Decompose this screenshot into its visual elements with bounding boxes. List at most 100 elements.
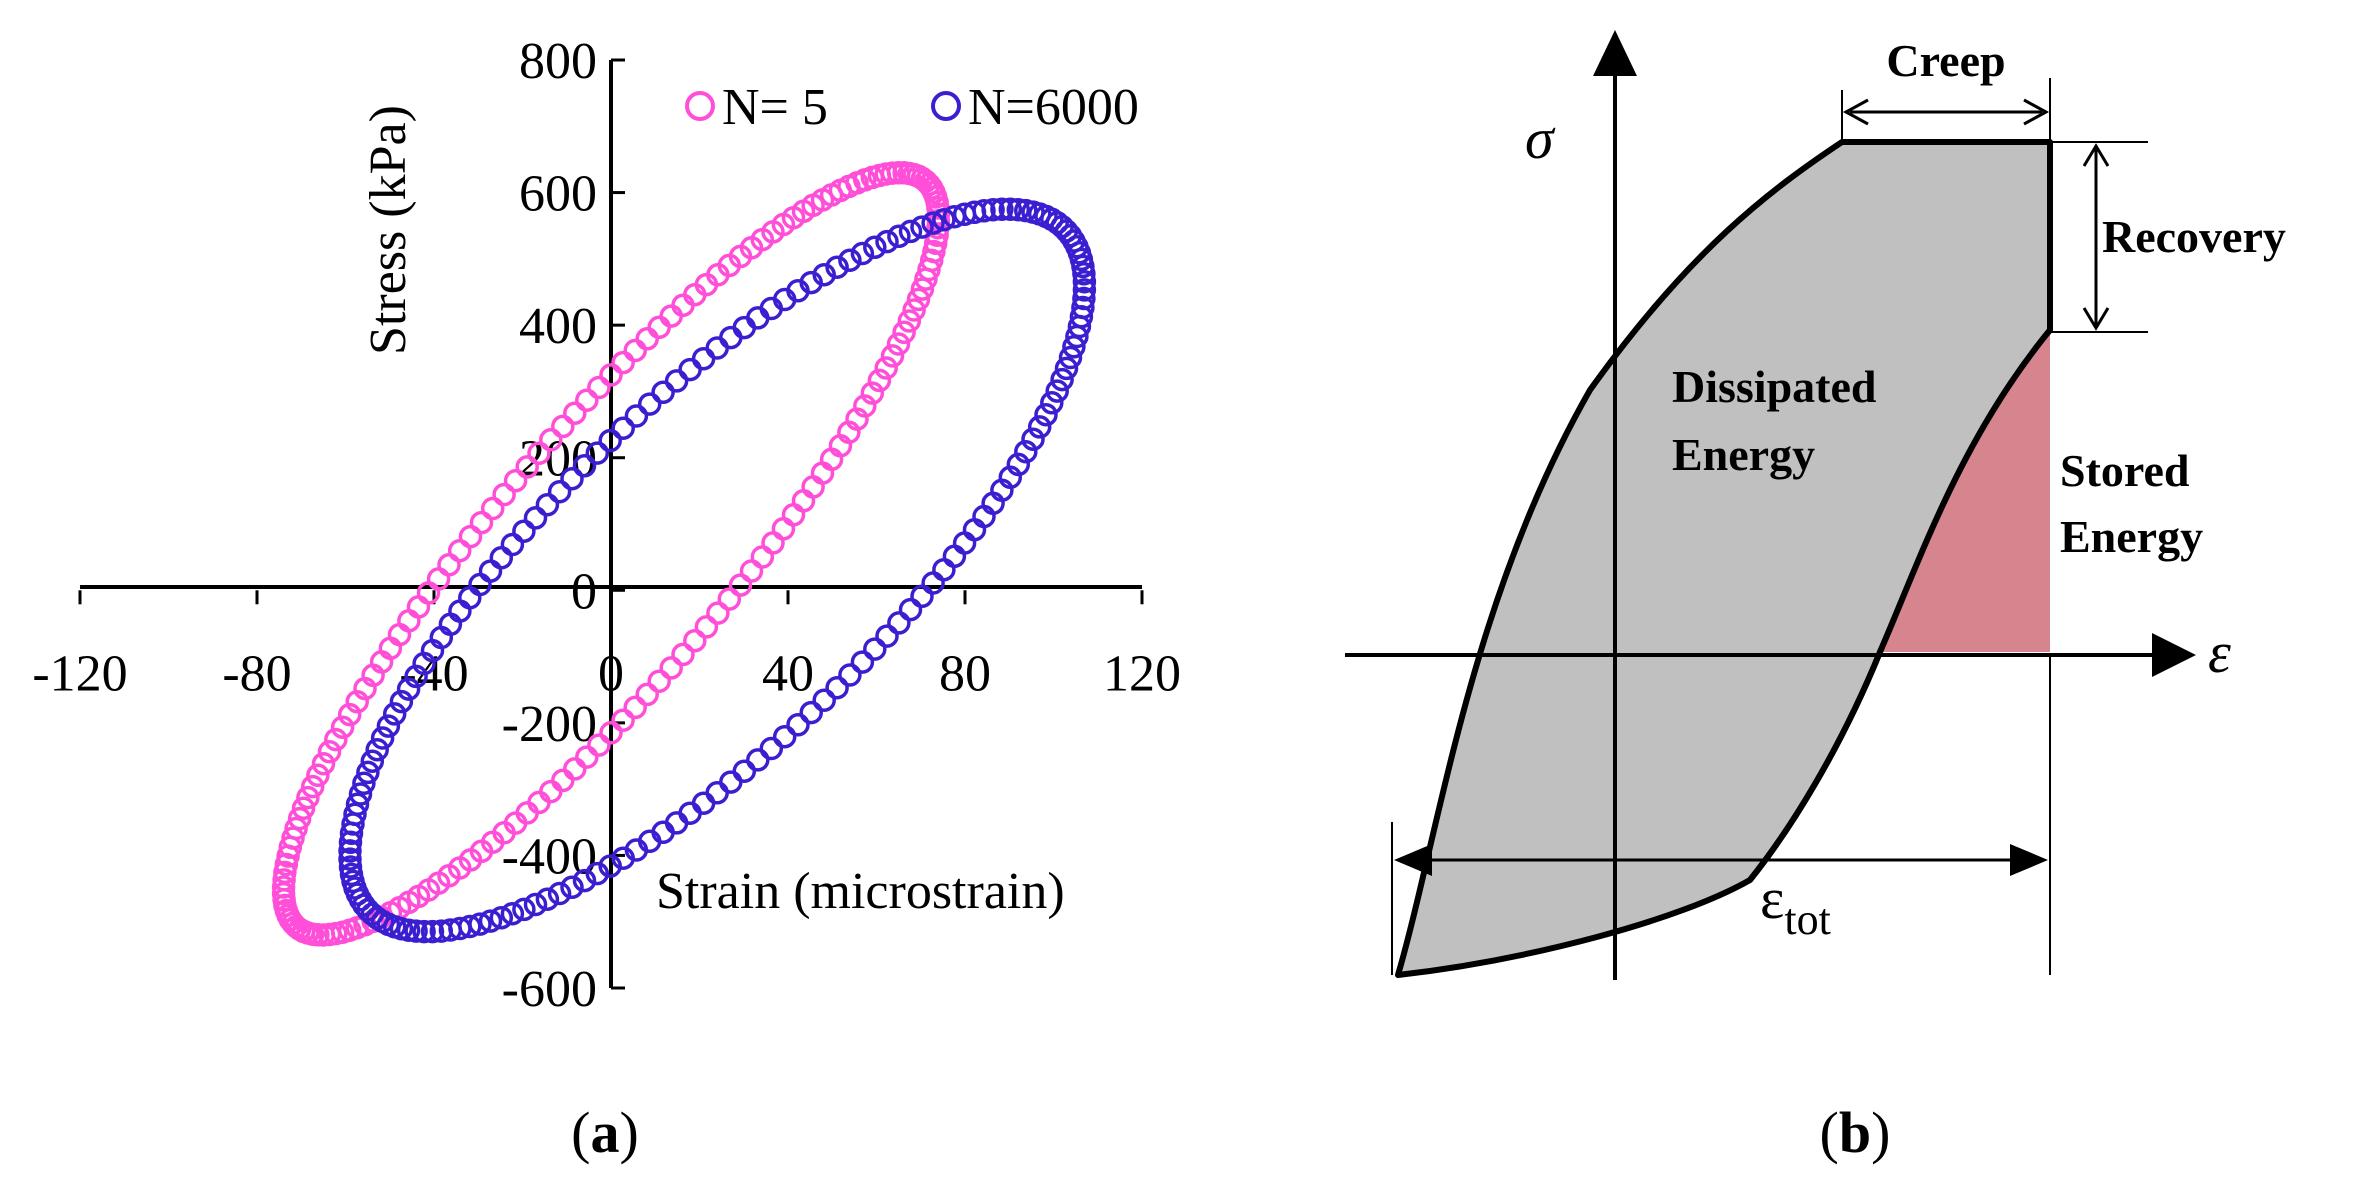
data-point	[863, 637, 887, 661]
data-point	[705, 781, 729, 805]
data-point	[910, 215, 934, 239]
series-n5	[271, 160, 951, 947]
dissipated-energy-label-line2: Energy	[1672, 429, 1815, 480]
data-point	[799, 700, 823, 725]
data-point	[469, 510, 494, 535]
data-point	[611, 350, 635, 375]
data-point	[575, 388, 599, 412]
data-point	[480, 496, 505, 521]
data-point	[515, 455, 539, 479]
data-point	[523, 506, 548, 530]
data-point	[599, 363, 623, 387]
total-strain-subscript: tot	[1784, 895, 1830, 944]
data-point	[535, 492, 560, 517]
data-point	[838, 663, 862, 687]
sigma-axis-arrowhead	[1593, 30, 1637, 76]
data-point	[719, 770, 743, 794]
legend-label-n6000: N=6000	[968, 79, 1139, 136]
data-point	[287, 806, 312, 831]
data-point	[771, 517, 796, 541]
data-point	[535, 887, 560, 911]
data-point	[437, 553, 461, 577]
data-point	[447, 538, 472, 563]
data-point	[1072, 262, 1096, 286]
data-point	[317, 740, 342, 764]
data-point	[635, 682, 659, 707]
data-point	[572, 868, 597, 893]
data-point	[512, 519, 536, 543]
data-point	[512, 897, 536, 922]
data-point	[786, 713, 810, 737]
data-point	[1050, 367, 1074, 392]
x-axis-ticks: -120 -80 -40 0 40 80 120	[32, 590, 1181, 702]
stored-energy-label-line1: Stored	[2060, 445, 2190, 496]
epsilon-axis-arrowhead	[2152, 633, 2196, 677]
data-point	[585, 441, 610, 465]
dissipated-energy-label-line1: Dissipated	[1672, 361, 1877, 412]
data-point	[406, 595, 431, 619]
data-point	[880, 344, 905, 368]
stored-energy-region	[1880, 330, 2050, 652]
data-point	[527, 441, 551, 466]
data-point	[360, 749, 385, 773]
data-point	[875, 229, 899, 254]
data-point	[1065, 324, 1089, 349]
data-point	[759, 736, 784, 761]
data-point	[492, 482, 516, 507]
data-point	[523, 892, 548, 917]
creep-label: Creep	[1886, 35, 2005, 86]
unloading-curve	[1747, 328, 2053, 882]
total-strain-label: εtot	[1760, 866, 1831, 944]
data-point	[886, 332, 911, 356]
data-point	[624, 404, 649, 428]
data-point	[651, 380, 675, 405]
data-point	[932, 557, 956, 582]
data-point	[623, 695, 647, 720]
legend: N= 5 N=6000	[685, 79, 1139, 136]
data-point	[551, 768, 575, 793]
data-point	[563, 757, 587, 781]
data-point	[1062, 335, 1086, 359]
x-tick-label: 80	[939, 645, 991, 702]
data-point	[825, 255, 849, 279]
data-point	[412, 919, 436, 944]
data-point	[489, 546, 514, 570]
data-point	[623, 338, 647, 363]
data-point	[910, 277, 935, 301]
data-point	[850, 241, 875, 266]
data-point	[389, 689, 414, 714]
data-point	[694, 615, 719, 639]
data-point	[719, 325, 743, 350]
legend-marker-n5	[685, 91, 715, 121]
data-point	[683, 628, 707, 653]
data-point	[291, 796, 316, 821]
data-point	[306, 763, 330, 788]
data-point	[598, 428, 622, 453]
data-point	[1027, 415, 1052, 439]
etot-arrow-right-head	[2010, 844, 2048, 876]
data-point	[1014, 439, 1038, 464]
data-point	[932, 207, 956, 232]
data-point	[867, 368, 892, 393]
data-point	[338, 839, 362, 863]
data-point	[311, 751, 336, 776]
data-point	[370, 726, 395, 750]
data-point	[635, 327, 659, 351]
recovery-arrow-bottom-head	[2082, 307, 2110, 331]
data-point	[587, 733, 611, 757]
data-point	[1058, 345, 1083, 370]
data-point	[572, 454, 597, 478]
data-point	[500, 532, 525, 557]
data-point	[337, 702, 362, 727]
legend-label-n5: N= 5	[722, 79, 828, 136]
data-point	[972, 199, 996, 223]
data-point	[860, 381, 885, 405]
data-point	[906, 287, 931, 312]
data-point	[352, 771, 376, 796]
data-point	[598, 854, 622, 878]
data-point	[489, 905, 514, 930]
data-point	[739, 559, 764, 583]
data-point	[887, 224, 911, 249]
x-tick-label: 0	[598, 645, 624, 702]
